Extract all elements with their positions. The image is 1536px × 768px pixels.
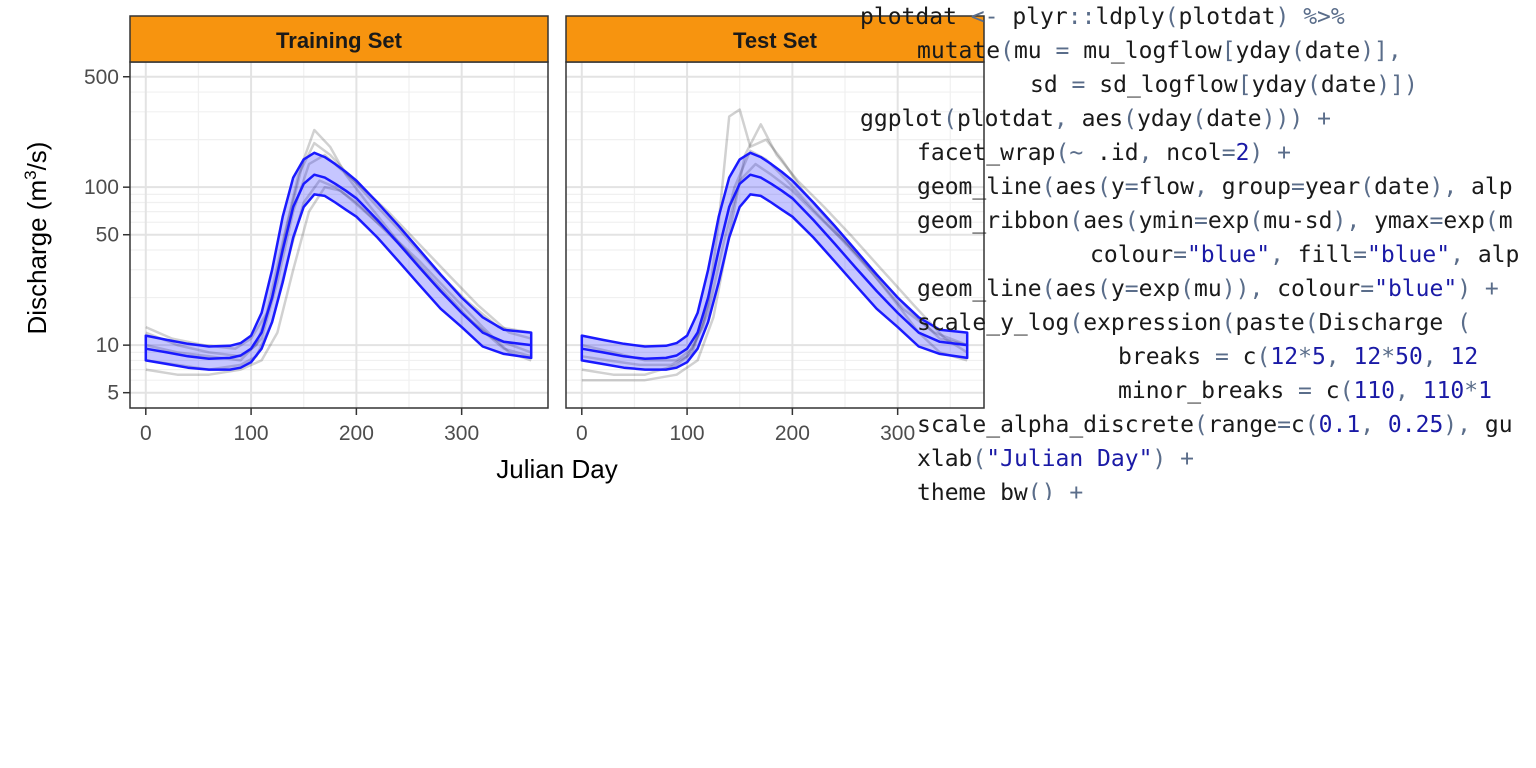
mean-flow-line (145, 173, 532, 361)
y-tick-label: 10 (96, 334, 119, 357)
x-tick-label: 200 (339, 422, 374, 445)
x-tick-label: 300 (880, 422, 915, 445)
y-tick-label: 5 (107, 382, 119, 405)
facet-panel-1: Training Set (129, 15, 549, 409)
x-tick-label: 100 (670, 422, 705, 445)
x-tick-label: 100 (234, 422, 269, 445)
sd-ribbon (144, 151, 533, 371)
y-tick-label: 500 (84, 66, 119, 89)
sd-ribbon (580, 151, 969, 371)
yearly-flow-trace (581, 108, 968, 376)
mean-flow-line (581, 173, 968, 361)
facet-strip-label: Test Set (733, 28, 818, 53)
x-tick-label: 300 (444, 422, 479, 445)
x-axis-label: Julian Day (496, 454, 617, 484)
yearly-flow-trace (581, 123, 968, 382)
yearly-flow-trace (145, 179, 532, 371)
facet-strip (129, 15, 549, 63)
yearly-flow-trace (145, 185, 532, 376)
facet-strip-label: Training Set (276, 28, 403, 53)
yearly-flow-trace (581, 149, 968, 367)
facet-panel-2: Test Set (565, 15, 985, 409)
x-tick-label: 0 (576, 422, 588, 445)
facet-strip (565, 15, 985, 63)
y-tick-label: 50 (96, 224, 119, 247)
y-axis-label: Discharge (m3/s) (21, 142, 52, 335)
y-tick-label: 100 (84, 176, 119, 199)
x-tick-label: 0 (140, 422, 152, 445)
x-tick-label: 200 (775, 422, 810, 445)
